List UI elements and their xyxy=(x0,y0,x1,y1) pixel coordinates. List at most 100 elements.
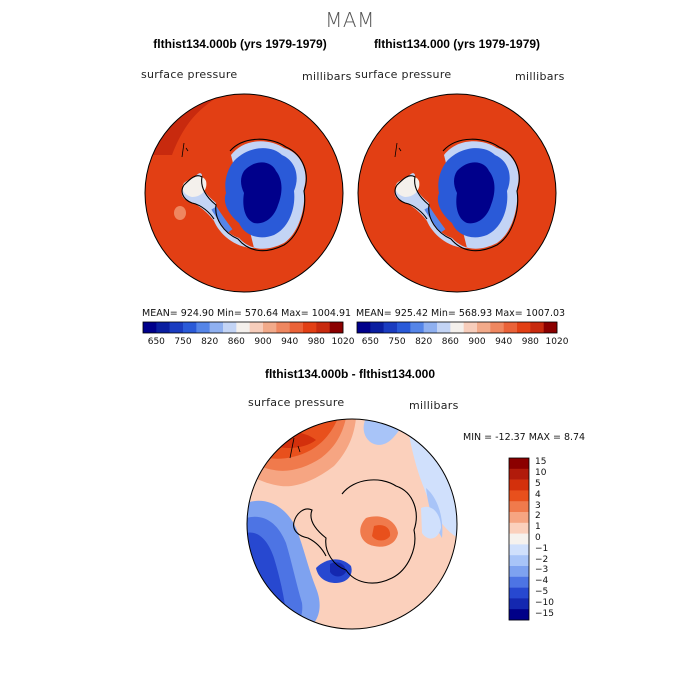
panel-1-colorbar-swatch xyxy=(263,322,277,333)
panel-2-colorbar-swatch xyxy=(490,322,504,333)
panel-3-colorbar-tick-label: 1 xyxy=(535,522,541,533)
panel-3-colorbar-swatch xyxy=(509,479,529,491)
panel-2-colorbar-swatch xyxy=(397,322,411,333)
panel-2-map-border xyxy=(357,93,557,293)
panel-3-colorbar-tick-label: 4 xyxy=(535,489,541,500)
panel-3-colorbar-swatch xyxy=(509,533,529,545)
panel-3-units-label: millibars xyxy=(409,399,459,412)
panel-1-coastline xyxy=(181,138,307,252)
panel-1-colorbar-swatch xyxy=(196,322,210,333)
panel-2-units-label: millibars xyxy=(515,70,565,83)
panel-3-colorbar-tick-label: 5 xyxy=(535,479,541,489)
panel-1-colorbar-swatch xyxy=(156,322,170,333)
panel-3-colorbar-swatch xyxy=(509,501,529,513)
panel-2-colorbar-swatch xyxy=(437,322,451,333)
panel-3-colorbar-tick-label: −3 xyxy=(535,565,549,576)
panel-1-colorbar-swatch xyxy=(303,322,317,333)
panel-3-colorbar-swatch xyxy=(509,522,529,534)
panel-1-colorbar-tick-label: 980 xyxy=(307,337,325,347)
panel-2-colorbar-swatch xyxy=(463,322,478,333)
panel-2-map xyxy=(357,93,557,293)
panel-2-colorbar-tick-label: 900 xyxy=(468,337,486,347)
panel-1-map-border xyxy=(144,93,344,293)
panel-3-colorbar-swatch xyxy=(509,555,529,567)
panel-1-colorbar-swatch xyxy=(316,322,330,333)
panel-3-colorbar-swatch xyxy=(509,566,529,578)
panel-3-colorbar-tick-label: −4 xyxy=(535,576,549,587)
panel-3-coastline xyxy=(293,479,417,584)
panel-1-stats: MEAN= 924.90 Min= 570.64 Max= 1004.91 xyxy=(142,308,352,319)
panel-1-colorbar-swatch xyxy=(143,322,157,333)
panel-2-variable-label: surface pressure xyxy=(355,68,452,81)
panel-3-colorbar-swatch xyxy=(509,490,529,502)
panel-3-colorbar-swatch xyxy=(509,544,529,556)
panel-2-stats: MEAN= 925.42 Min= 568.93 Max= 1007.03 xyxy=(356,308,566,319)
panel-2-colorbar-tick-label: 750 xyxy=(388,337,406,347)
panel-3-colorbar-tick-label: −15 xyxy=(535,608,554,619)
panel-3-colorbar-tick-label: −5 xyxy=(535,587,549,597)
panel-2-colorbar-swatch xyxy=(477,322,491,333)
panel-3-colorbar-tick-label: 15 xyxy=(535,457,547,468)
panel-1-colorbar-swatch xyxy=(169,322,184,333)
panel-3-title: flthist134.000b - flthist134.000 xyxy=(264,367,436,381)
panel-1-colorbar-tick-label: 650 xyxy=(147,337,165,347)
panel-1-colorbar-swatch xyxy=(223,322,237,333)
panel-2-colorbar-swatch xyxy=(543,322,558,333)
panel-3-colorbar-swatch xyxy=(509,468,529,480)
panel-1-colorbar-swatch xyxy=(183,322,197,333)
panel-2-colorbar-tick-label: 980 xyxy=(521,337,539,347)
panel-1-colorbar-tick-label: 750 xyxy=(174,337,192,347)
panel-3-colorbar xyxy=(508,457,530,621)
panel-3-variable-label: surface pressure xyxy=(248,396,345,409)
panel-2-colorbar-tick-label: 820 xyxy=(415,337,433,347)
panel-2-colorbar-tick-label: 1020 xyxy=(545,337,569,347)
panel-2-colorbar-swatch xyxy=(517,322,531,333)
panel-3-colorbar-tick-label: 0 xyxy=(535,533,541,543)
panel-2-colorbar-swatch xyxy=(423,322,438,333)
panel-2-title: flthist134.000 (yrs 1979-1979) xyxy=(373,37,541,51)
panel-2-colorbar-tick-label: 860 xyxy=(441,337,459,347)
panel-3-colorbar-tick-label: −2 xyxy=(535,554,549,565)
panel-1-map xyxy=(144,93,344,293)
panel-3-colorbar-swatch xyxy=(509,458,529,470)
panel-1-colorbar-swatch xyxy=(249,322,264,333)
panel-3-colorbar-swatch xyxy=(509,587,529,599)
panel-2-colorbar-tick-label: 650 xyxy=(361,337,379,347)
panel-2-colorbar-swatch xyxy=(450,322,464,333)
panel-1-title: flthist134.000b (yrs 1979-1979) xyxy=(153,37,327,51)
panel-3-colorbar-swatch xyxy=(509,609,529,621)
panel-2-colorbar-swatch xyxy=(503,322,518,333)
panel-3-colorbar-tick-label: −1 xyxy=(535,543,549,554)
panel-3-colorbar-swatch xyxy=(509,576,529,588)
panel-3-colorbar-tick-label: −10 xyxy=(535,597,554,608)
panel-1-colorbar-tick-label: 1020 xyxy=(331,337,355,347)
panel-3-colorbar-tick-label: 2 xyxy=(535,511,541,522)
panel-2-colorbar-swatch xyxy=(530,322,544,333)
panel-2-colorbar-swatch xyxy=(410,322,424,333)
panel-2-colorbar-swatch xyxy=(357,322,371,333)
panel-3-colorbar-swatch xyxy=(509,512,529,524)
panel-3-stats: MIN = -12.37 MAX = 8.74 xyxy=(463,432,586,443)
panel-1-colorbar-tick-label: 940 xyxy=(281,337,299,347)
panel-1-colorbar xyxy=(142,321,344,334)
figure-title: MAM xyxy=(325,8,375,32)
panel-3-colorbar-swatch xyxy=(509,598,529,610)
panel-1-colorbar-swatch xyxy=(289,322,304,333)
panel-1-colorbar-swatch xyxy=(276,322,290,333)
panel-3-colorbar-tick-label: 3 xyxy=(535,500,541,511)
panel-1-variable-label: surface pressure xyxy=(141,68,238,81)
panel-1-colorbar-tick-label: 900 xyxy=(254,337,272,347)
panel-2-colorbar-swatch xyxy=(370,322,384,333)
panel-3-colorbar-tick-label: 10 xyxy=(535,468,547,479)
panel-1-colorbar-swatch xyxy=(236,322,250,333)
panel-1-colorbar-tick-label: 860 xyxy=(227,337,245,347)
panel-1-colorbar-tick-label: 820 xyxy=(201,337,219,347)
panel-1-units-label: millibars xyxy=(302,70,352,83)
panel-1-colorbar-swatch xyxy=(329,322,344,333)
panel-3-map xyxy=(246,418,458,630)
panel-2-colorbar xyxy=(356,321,558,334)
panel-2-colorbar-tick-label: 940 xyxy=(495,337,513,347)
panel-1-colorbar-swatch xyxy=(209,322,224,333)
panel-2-colorbar-swatch xyxy=(383,322,398,333)
panel-3-map-border xyxy=(246,418,458,630)
